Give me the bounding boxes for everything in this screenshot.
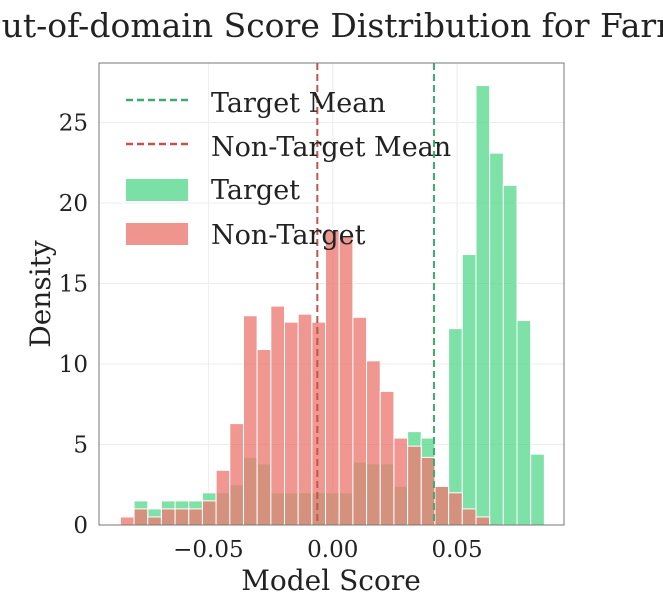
legend-non-target-mean-label: Non-Target Mean (211, 132, 451, 163)
legend: Target Mean Non-Target Mean Target Non-T… (126, 88, 451, 251)
legend-target-label: Target (211, 175, 300, 206)
x-tick-label: 0.05 (431, 537, 482, 563)
legend-target-swatch (126, 179, 188, 201)
non-target-bar (215, 469, 231, 526)
non-target-bar (434, 485, 450, 526)
target-bar (475, 85, 491, 526)
target-bar (461, 254, 477, 526)
y-tick-label: 15 (59, 272, 88, 298)
non-target-bar (352, 316, 368, 526)
non-target-bar (379, 390, 395, 526)
y-tick-label: 0 (73, 513, 88, 539)
non-target-bar (284, 321, 299, 526)
target-bar (530, 453, 545, 526)
x-axis-label: Model Score (241, 564, 421, 597)
y-tick-label: 20 (59, 191, 88, 217)
non-target-bar (448, 492, 463, 526)
non-target-bar (366, 360, 381, 526)
non-target-bar (338, 236, 354, 526)
non-target-bar (160, 508, 176, 526)
chart-title: Out-of-domain Score Distribution for Far… (0, 6, 663, 45)
non-target-bar (297, 313, 313, 526)
y-axis-label: Density (24, 240, 57, 348)
non-target-bar (325, 229, 340, 526)
non-target-bar (393, 437, 409, 526)
x-tick-label: 0.00 (307, 537, 358, 563)
non-target-bar (420, 456, 436, 526)
non-target-bar (174, 508, 190, 526)
legend-target-mean-label: Target Mean (211, 88, 386, 119)
non-target-bar (270, 305, 286, 526)
target-bar (489, 152, 504, 526)
non-target-bar (242, 315, 258, 526)
axis-ticks: −0.05 0.00 0.05 0 5 10 15 20 25 (59, 111, 483, 563)
x-tick-label: −0.05 (173, 537, 243, 563)
non-target-bar (461, 508, 477, 526)
non-target-bar (407, 445, 422, 526)
non-target-bar (311, 321, 327, 526)
mean-lines (316, 63, 435, 525)
plot-frame (98, 62, 565, 526)
non-target-bar (119, 516, 135, 526)
non-target-bar (475, 516, 491, 526)
legend-non-target-label: Non-Target (211, 220, 366, 251)
non-target-bar (133, 508, 149, 526)
y-tick-label: 25 (59, 111, 88, 137)
non-target-bar (229, 423, 244, 526)
non-target-bar (201, 500, 217, 526)
y-tick-label: 5 (73, 433, 88, 459)
non-target-bar (256, 349, 272, 526)
non-target-bar (147, 516, 162, 526)
legend-non-target-swatch (126, 223, 188, 245)
target-bar (502, 184, 518, 526)
non-target-bar (188, 508, 203, 526)
target-bar (516, 320, 532, 526)
y-tick-label: 10 (59, 352, 88, 378)
histogram-bars (119, 85, 545, 526)
